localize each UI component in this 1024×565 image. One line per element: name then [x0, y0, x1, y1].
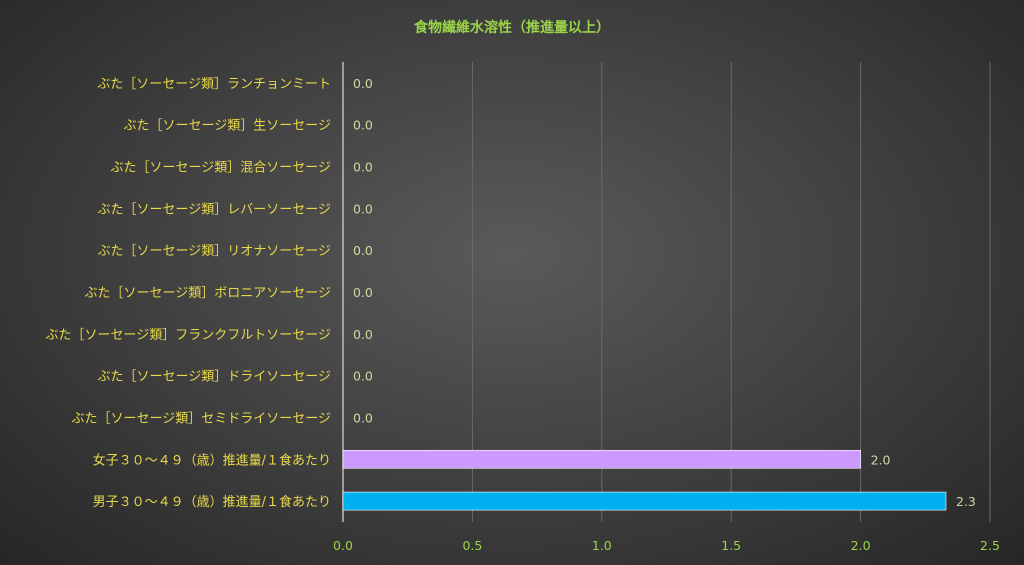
bar — [342, 491, 947, 511]
category-label: ぶた［ソーセージ類］混合ソーセージ — [111, 161, 331, 176]
category-label: 女子３０～４９（歳）推進量/１食あたり — [93, 452, 331, 468]
value-label: 0.0 — [353, 76, 373, 91]
category-label: 男子３０～４９（歳）推進量/１食あたり — [93, 494, 331, 510]
value-label: 0.0 — [353, 201, 373, 216]
value-label: 0.0 — [353, 327, 373, 342]
category-label-layer: ぶた［ソーセージ類］ランチョンミートぶた［ソーセージ類］生ソーセージぶた［ソーセ… — [46, 77, 331, 510]
category-label: ぶた［ソーセージ類］フランクフルトソーセージ — [46, 328, 331, 343]
value-label: 0.0 — [353, 285, 373, 300]
bar-layer — [342, 449, 947, 511]
category-label: ぶた［ソーセージ類］ランチョンミート — [97, 77, 331, 92]
x-tick-label: 0.0 — [333, 538, 353, 553]
value-label: 0.0 — [353, 160, 373, 175]
value-label: 0.0 — [353, 243, 373, 258]
value-label: 2.0 — [871, 452, 891, 467]
chart-title: 食物繊維水溶性（推進量以上） — [414, 19, 610, 36]
x-tick-label: 1.5 — [721, 538, 741, 553]
category-label: ぶた［ソーセージ類］生ソーセージ — [124, 119, 331, 134]
category-label: ぶた［ソーセージ類］リオナソーセージ — [98, 244, 331, 259]
bar — [342, 449, 861, 469]
value-label-layer: 0.0 0.0 0.0 0.0 0.0 0.0 0.0 0.0 0.0 2.0 2.3 — [353, 76, 976, 509]
x-tick-layer: 0.0 0.5 1.0 1.5 2.0 2.5 — [333, 538, 1000, 553]
value-label: 2.3 — [956, 494, 976, 509]
value-label: 0.0 — [353, 369, 373, 384]
category-label: ぶた［ソーセージ類］ドライソーセージ — [98, 370, 331, 385]
category-label: ぶた［ソーセージ類］レバーソーセージ — [98, 202, 331, 217]
grid-layer — [342, 62, 991, 522]
value-label: 0.0 — [353, 410, 373, 425]
x-tick-label: 0.5 — [462, 538, 482, 553]
x-tick-label: 1.0 — [592, 538, 612, 553]
value-label: 0.0 — [353, 118, 373, 133]
category-label: ぶた［ソーセージ類］ボロニアソーセージ — [85, 286, 331, 301]
x-tick-label: 2.0 — [851, 538, 871, 553]
category-label: ぶた［ソーセージ類］セミドライソーセージ — [72, 411, 331, 426]
x-tick-label: 2.5 — [980, 538, 1000, 553]
